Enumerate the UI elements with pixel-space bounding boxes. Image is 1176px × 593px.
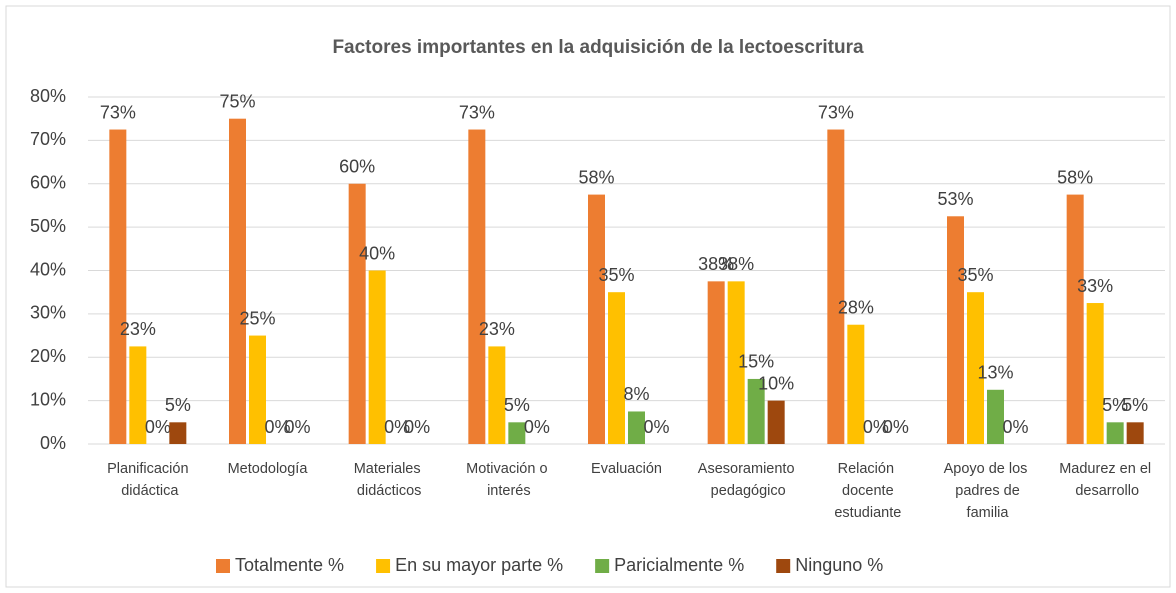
- bar: [1086, 303, 1104, 444]
- data-label: 23%: [120, 319, 156, 339]
- bar: [767, 400, 785, 444]
- legend-swatch: [376, 559, 391, 573]
- data-label: 15%: [738, 352, 774, 372]
- data-label: 58%: [578, 167, 614, 187]
- bar: [747, 378, 765, 444]
- bar: [488, 346, 506, 444]
- legend-label: En su mayor parte %: [395, 555, 563, 575]
- data-label: 13%: [977, 363, 1013, 383]
- y-tick-label: 0%: [40, 433, 66, 453]
- y-tick-label: 20%: [30, 346, 66, 366]
- data-label: 0%: [404, 417, 430, 437]
- data-label: 60%: [339, 157, 375, 177]
- y-tick-label: 80%: [30, 86, 66, 106]
- data-label: 75%: [219, 91, 255, 111]
- bar: [1066, 194, 1084, 444]
- data-label: 28%: [838, 297, 874, 317]
- bar: [827, 129, 845, 444]
- bar: [987, 389, 1004, 444]
- x-tick-label: Asesoramiento pedagógico: [698, 461, 795, 499]
- data-label: 0%: [284, 417, 310, 437]
- legend-swatch: [216, 559, 230, 573]
- data-label: 8%: [623, 384, 649, 404]
- bar: [588, 194, 605, 444]
- y-tick-label: 30%: [30, 303, 66, 323]
- data-label: 5%: [1102, 395, 1128, 415]
- data-label: 0%: [384, 417, 410, 437]
- y-tick-label: 40%: [30, 259, 66, 279]
- x-tick-label: Metodología: [228, 461, 309, 477]
- legend-label: Totalmente %: [235, 555, 344, 575]
- data-label: 5%: [1122, 395, 1148, 415]
- x-tick-label: Materiales didácticos: [353, 461, 422, 499]
- legend-swatch: [595, 559, 610, 573]
- bar: [1126, 422, 1144, 444]
- data-label: 73%: [818, 102, 854, 122]
- data-label: 40%: [359, 243, 395, 263]
- x-tick-label: Motivación o interés: [466, 461, 547, 499]
- bar: [727, 281, 745, 444]
- x-tick-label: Relación docente estudiante: [830, 461, 901, 521]
- bar: [707, 281, 725, 444]
- data-label: 38%: [698, 254, 734, 274]
- bar: [468, 129, 486, 444]
- y-tick-label: 60%: [30, 173, 66, 193]
- bar: [169, 422, 187, 444]
- bar: [628, 411, 645, 444]
- data-label: 35%: [598, 265, 634, 285]
- bar: [129, 346, 147, 444]
- legend-label: Paricialmente %: [614, 555, 744, 575]
- y-tick-label: 50%: [30, 216, 66, 236]
- y-tick-label: 70%: [30, 129, 66, 149]
- legend-label: Ninguno %: [795, 555, 883, 575]
- bar: [249, 335, 266, 444]
- data-label: 73%: [100, 102, 136, 122]
- data-label: 0%: [1002, 417, 1028, 437]
- bar: [608, 292, 625, 444]
- data-label: 25%: [239, 308, 275, 328]
- data-label: 33%: [1077, 276, 1113, 296]
- bar: [109, 129, 127, 444]
- data-label: 38%: [718, 254, 754, 274]
- data-label: 53%: [937, 189, 973, 209]
- data-label: 0%: [643, 417, 669, 437]
- x-tick-label: Apoyo de los padres de familia: [944, 461, 1028, 521]
- y-tick-label: 10%: [30, 389, 66, 409]
- bar: [348, 183, 366, 444]
- bar: [229, 118, 246, 444]
- data-label: 0%: [264, 417, 290, 437]
- bar: [967, 292, 984, 444]
- data-label: 0%: [883, 417, 909, 437]
- bar: [508, 422, 526, 444]
- data-label: 5%: [165, 395, 191, 415]
- data-label: 35%: [957, 265, 993, 285]
- bar: [947, 216, 964, 444]
- chart-title: Factores importantes en la adquisición d…: [332, 37, 864, 58]
- x-tick-label: Evaluación: [591, 461, 662, 477]
- data-label: 10%: [758, 373, 794, 393]
- data-label: 0%: [863, 417, 889, 437]
- x-tick-label: Madurez en el desarrollo: [1059, 461, 1151, 499]
- data-label: 5%: [504, 395, 530, 415]
- data-label: 0%: [145, 417, 171, 437]
- data-label: 0%: [524, 417, 550, 437]
- x-tick-label: Planificación didáctica: [107, 461, 188, 499]
- data-label: 73%: [459, 102, 495, 122]
- bar: [1106, 422, 1124, 444]
- legend-swatch: [776, 559, 791, 573]
- bar: [368, 270, 386, 444]
- data-label: 23%: [479, 319, 515, 339]
- bar: [847, 324, 865, 444]
- data-label: 58%: [1057, 167, 1093, 187]
